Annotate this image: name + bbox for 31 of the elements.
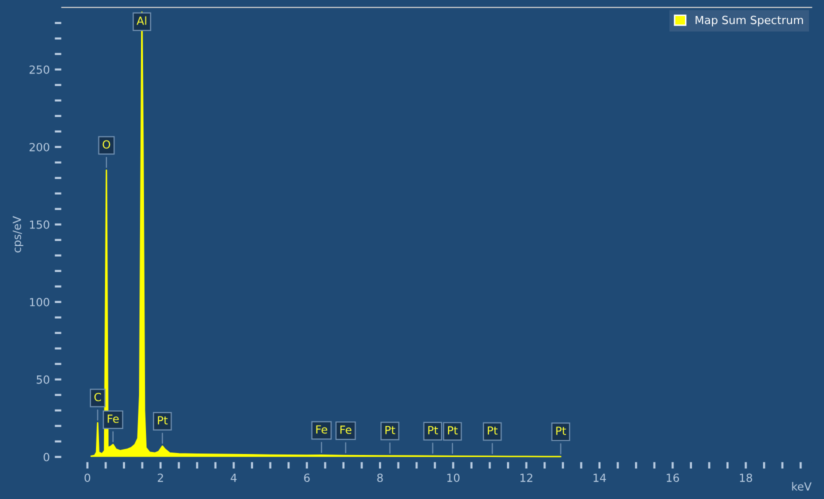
x-tick-label: 0	[84, 474, 90, 482]
annotation: Pt	[556, 426, 566, 435]
y-tick-label: 150	[30, 220, 50, 229]
y-tick-label: 0	[44, 452, 50, 462]
x-tick-label: 16	[666, 474, 680, 482]
x-tick-label: 12	[520, 474, 532, 482]
x-tick-label: 18	[740, 474, 752, 482]
y-tick-label: 50	[36, 375, 50, 384]
annotation: Pt	[385, 426, 396, 434]
y-tick-label: 100	[30, 298, 50, 306]
annotation: Pt	[428, 426, 438, 434]
y-tick-label: 200	[30, 142, 50, 152]
y-tick-label: 250	[30, 65, 50, 74]
x-tick-label: 4	[230, 474, 237, 482]
annotation: Fe	[316, 425, 328, 434]
y-axis-title: cps/eV	[12, 216, 24, 252]
x-tick-label: 2	[158, 474, 163, 482]
x-tick-label: 10	[447, 474, 460, 482]
annotation: Pt	[158, 416, 168, 424]
annotation: Fe	[108, 414, 119, 423]
annotation: C	[94, 392, 101, 402]
annotation: Fe	[340, 426, 352, 434]
x-tick-label: 6	[304, 474, 310, 482]
x-axis-title: keV	[792, 482, 812, 491]
legend-label: Map Sum Spectrum	[696, 16, 803, 26]
annotation: O	[102, 140, 110, 149]
annotation: Al	[136, 16, 146, 25]
x-tick-label: 8	[377, 474, 383, 482]
annotation: Pt	[488, 426, 498, 435]
annotation: Pt	[448, 426, 458, 434]
x-tick-label: 14	[594, 474, 606, 482]
